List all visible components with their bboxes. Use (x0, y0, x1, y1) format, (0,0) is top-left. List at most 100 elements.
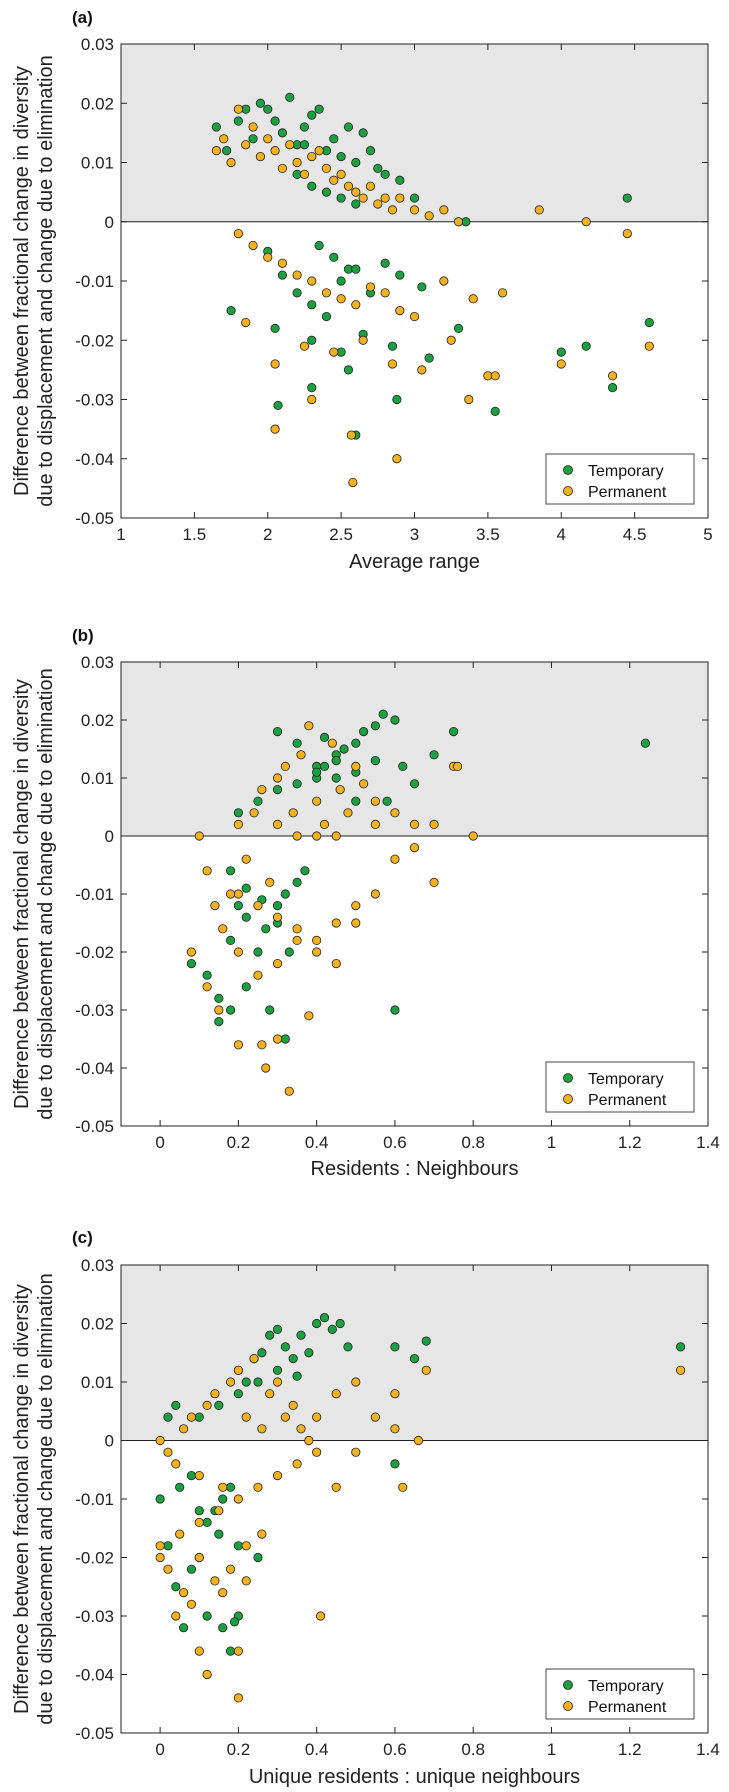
point-temporary (307, 110, 317, 120)
point-temporary (640, 738, 650, 748)
point-permanent (314, 146, 324, 156)
point-permanent (468, 294, 478, 304)
y-tick-label: -0.01 (75, 272, 114, 291)
x-tick-label: 1 (547, 1740, 556, 1759)
y-axis-label-line: due to displacement and change due to el… (35, 668, 57, 1119)
legend-marker-permanent (563, 1701, 573, 1711)
point-temporary (608, 383, 618, 393)
legend-label-temporary: Temporary (588, 1678, 664, 1695)
point-permanent (280, 761, 290, 772)
point-permanent (292, 924, 302, 934)
point-permanent (336, 169, 346, 179)
x-tick-label: 3 (410, 525, 419, 544)
point-permanent (644, 341, 654, 351)
y-axis-label-line: Difference between fractional change in … (11, 679, 33, 1109)
point-permanent (365, 181, 376, 191)
point-temporary (272, 1324, 283, 1334)
point-temporary (292, 877, 302, 888)
point-temporary (229, 1617, 240, 1627)
point-permanent (409, 205, 420, 215)
point-temporary (253, 1552, 263, 1563)
point-temporary (314, 104, 324, 114)
point-temporary (163, 1412, 173, 1422)
point-permanent (365, 282, 376, 292)
point-permanent (218, 924, 228, 934)
point-temporary (175, 1482, 185, 1492)
point-permanent (351, 900, 361, 911)
y-tick-label: 0.01 (81, 154, 114, 173)
panel-a: 1 1.5 2 2.5 3 3.5 4 4.5 5 -0.05 -0.04 -0.03 -0.02 -0.… (11, 8, 713, 573)
legend-label-permanent: Permanent (588, 1092, 667, 1109)
y-tick-label: -0.01 (75, 885, 114, 904)
point-permanent (556, 359, 566, 369)
point-temporary (202, 1517, 212, 1528)
point-temporary (277, 128, 288, 138)
point-permanent (464, 394, 474, 405)
x-tick-label: 3.5 (476, 525, 500, 544)
panel-b: 0 0.2 0.4 0.6 0.8 1 1.2 1.4 -0.05 -0.04 -0.03 -0.02… (11, 626, 720, 1180)
legend-marker-permanent (563, 1094, 573, 1104)
point-permanent (312, 947, 322, 957)
point-permanent (163, 1564, 173, 1574)
point-temporary (225, 1482, 236, 1492)
point-permanent (370, 819, 380, 830)
point-permanent (202, 982, 212, 992)
point-temporary (233, 1389, 243, 1399)
point-permanent (233, 1365, 243, 1375)
point-permanent (241, 1541, 251, 1551)
point-temporary (261, 924, 271, 934)
point-temporary (351, 199, 361, 209)
point-permanent (210, 1389, 220, 1399)
point-permanent (241, 1576, 251, 1586)
point-temporary (186, 958, 197, 969)
point-permanent (194, 1646, 204, 1656)
point-permanent (380, 288, 390, 298)
point-temporary (272, 1365, 283, 1375)
point-temporary (409, 779, 420, 789)
point-temporary (424, 353, 434, 363)
y-tick-label: -0.03 (75, 391, 114, 410)
point-temporary (272, 784, 283, 795)
x-axis-label: Unique residents : unique neighbours (249, 1766, 580, 1788)
point-permanent (272, 1034, 283, 1044)
point-permanent (331, 958, 341, 969)
point-temporary (241, 883, 251, 893)
point-permanent (253, 970, 263, 980)
point-temporary (390, 1005, 400, 1015)
point-permanent (202, 1400, 212, 1411)
point-permanent (261, 1063, 271, 1073)
y-tick-label: 0.02 (81, 1315, 114, 1334)
point-temporary (644, 317, 654, 328)
point-temporary (312, 1318, 322, 1329)
point-permanent (468, 831, 478, 841)
y-tick-label: -0.02 (75, 943, 114, 962)
point-permanent (307, 276, 317, 286)
x-tick-label: 2.5 (329, 525, 353, 544)
series-permanent (155, 1354, 686, 1703)
point-temporary (327, 1324, 337, 1334)
y-tick-label: 0.02 (81, 711, 114, 730)
point-temporary (233, 116, 243, 126)
point-temporary (329, 252, 339, 262)
point-permanent (225, 1377, 236, 1387)
legend-label-permanent: Permanent (588, 1699, 667, 1716)
point-temporary (395, 175, 405, 185)
point-temporary (321, 311, 332, 322)
point-permanent (312, 1412, 322, 1422)
point-permanent (331, 831, 341, 841)
point-permanent (359, 779, 369, 789)
y-tick-label: -0.04 (75, 1059, 114, 1078)
point-temporary (343, 1342, 353, 1352)
x-tick-label: 1.2 (618, 1740, 642, 1759)
point-permanent (155, 1435, 165, 1446)
point-permanent (307, 151, 317, 162)
point-permanent (358, 335, 368, 345)
x-tick-label: 1 (547, 1133, 556, 1152)
point-permanent (253, 900, 263, 911)
point-permanent (233, 1646, 243, 1656)
point-permanent (248, 122, 258, 132)
point-permanent (351, 187, 361, 197)
x-tick-label: 0.2 (227, 1740, 251, 1759)
legend-box (545, 1061, 695, 1113)
point-temporary (449, 726, 459, 737)
